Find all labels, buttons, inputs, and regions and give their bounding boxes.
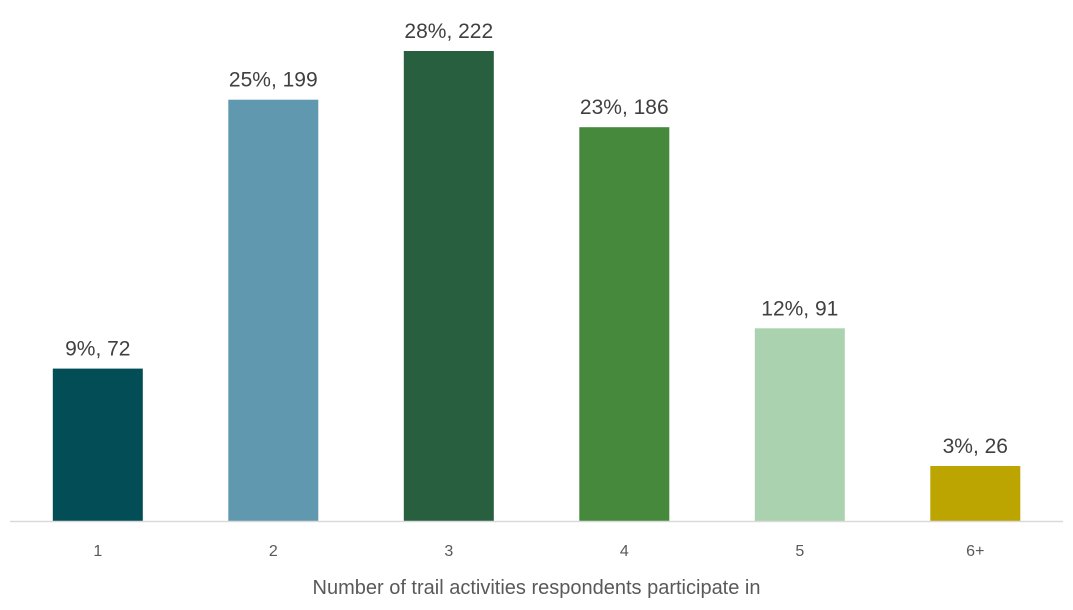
x-tick-label-5: 5 <box>795 543 804 560</box>
bar-6plus <box>930 466 1021 521</box>
x-tick-label-2: 2 <box>269 543 278 560</box>
x-tick-label-3: 3 <box>444 543 453 560</box>
data-label-6plus: 3%, 26 <box>943 435 1008 458</box>
bar-2 <box>228 99 319 521</box>
bar-3 <box>403 51 494 521</box>
data-label-4: 23%, 186 <box>580 96 669 119</box>
x-axis-title: Number of trail activities respondents p… <box>313 577 761 599</box>
bar-4 <box>579 127 670 521</box>
data-label-3: 28%, 222 <box>404 20 493 43</box>
data-label-5: 12%, 91 <box>761 297 838 320</box>
x-tick-labels-group: 1 2 3 4 5 6+ <box>93 543 984 560</box>
x-tick-label-1: 1 <box>93 543 102 560</box>
bar-5 <box>754 328 845 521</box>
x-tick-label-6plus: 6+ <box>966 543 984 560</box>
data-label-2: 25%, 199 <box>229 69 318 92</box>
bar-1 <box>52 368 143 521</box>
bars-group <box>52 51 1021 521</box>
x-tick-label-4: 4 <box>620 543 629 560</box>
data-labels-group: 9%, 72 25%, 199 28%, 222 23%, 186 12%, 91 3%,… <box>65 20 1008 458</box>
data-label-1: 9%, 72 <box>65 338 130 361</box>
